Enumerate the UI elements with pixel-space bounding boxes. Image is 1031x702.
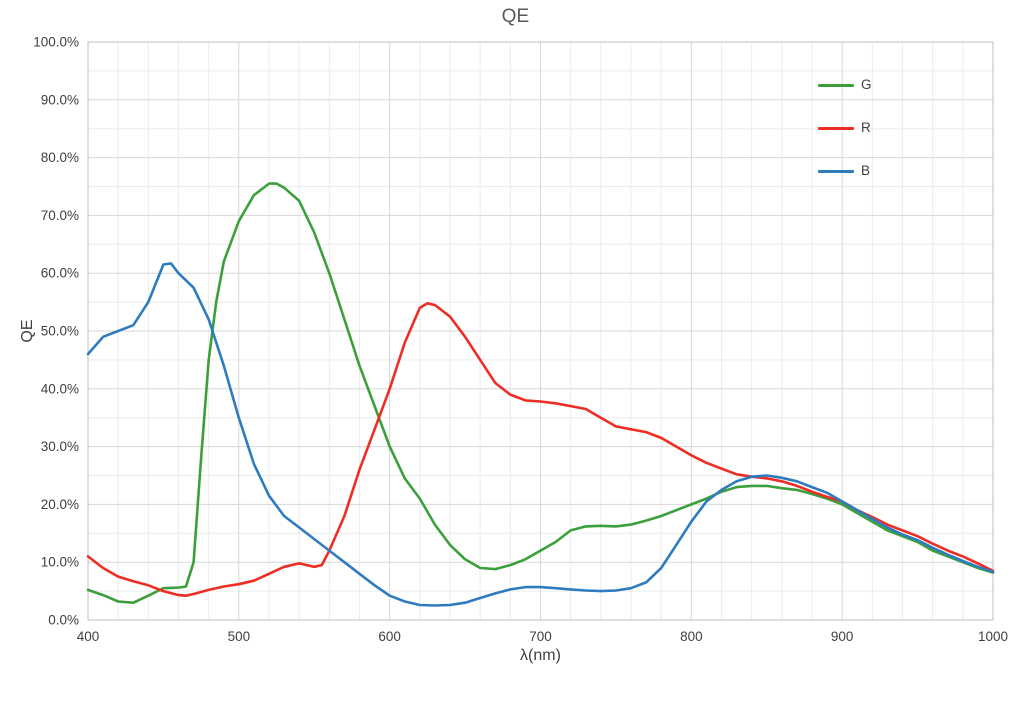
legend-entry-r: R (818, 120, 872, 136)
series-line-R (86, 302, 995, 597)
svg-text:30.0%: 30.0% (41, 439, 79, 454)
legend-entry-g: G (818, 77, 872, 93)
chart-legend: G R B (818, 77, 872, 179)
svg-text:60.0%: 60.0% (41, 266, 79, 281)
svg-text:50.0%: 50.0% (41, 324, 79, 339)
legend-label-g: G (861, 77, 872, 92)
svg-text:1000: 1000 (978, 629, 1008, 644)
legend-label-r: R (861, 120, 871, 135)
legend-entry-b: B (818, 163, 872, 179)
legend-swatch-r (818, 126, 854, 130)
x-axis-title: λ(nm) (520, 647, 561, 664)
svg-text:100.0%: 100.0% (33, 35, 79, 50)
svg-text:500: 500 (228, 629, 251, 644)
x-tick-labels: 400 500 600 700 800 900 1000 (77, 629, 1008, 644)
svg-text:40.0%: 40.0% (41, 381, 79, 396)
svg-text:90.0%: 90.0% (41, 92, 79, 107)
svg-text:900: 900 (831, 629, 854, 644)
svg-text:800: 800 (680, 629, 703, 644)
svg-text:400: 400 (77, 629, 100, 644)
y-tick-labels: 0.0% 10.0% 20.0% 30.0% 40.0% 50.0% 60.0% 70.0% 8… (33, 35, 79, 628)
legend-swatch-b (818, 169, 854, 173)
svg-text:700: 700 (529, 629, 552, 644)
plot-border (87, 41, 994, 621)
svg-text:0.0%: 0.0% (48, 613, 79, 628)
svg-text:10.0%: 10.0% (41, 555, 79, 570)
series-line-B (86, 262, 995, 607)
series-line-G (86, 182, 995, 604)
svg-text:600: 600 (378, 629, 401, 644)
svg-text:20.0%: 20.0% (41, 497, 79, 512)
chart-title: QE (501, 6, 530, 27)
legend-swatch-g (818, 83, 854, 87)
svg-text:70.0%: 70.0% (41, 208, 79, 223)
major-gridlines (88, 42, 993, 620)
svg-text:80.0%: 80.0% (41, 150, 79, 165)
legend-label-b: B (861, 163, 871, 178)
y-axis-title: QE (19, 319, 36, 343)
